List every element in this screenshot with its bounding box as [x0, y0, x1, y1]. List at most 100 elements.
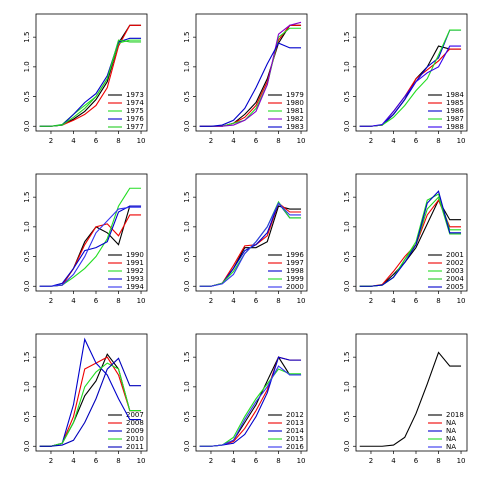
legend-label: 2015: [286, 435, 304, 443]
legend-label: 2010: [126, 435, 144, 443]
legend-label: 1983: [286, 123, 304, 131]
y-tick-label: 1.5: [343, 192, 351, 203]
legend-label: 2007: [126, 411, 144, 419]
plot-frame: [355, 13, 468, 132]
x-tick-label: 2: [209, 137, 213, 145]
x-tick-label: 10: [457, 137, 466, 145]
y-tick-label: 0.5: [343, 411, 351, 422]
legend-label: 1981: [286, 107, 304, 115]
legend-label: 2016: [286, 443, 304, 451]
y-tick-label: 1.0: [183, 61, 191, 72]
y-tick-label: 0.0: [23, 281, 31, 292]
x-tick-label: 6: [414, 297, 419, 305]
y-tick-label: 1.5: [183, 192, 191, 203]
series-line: [39, 206, 142, 287]
legend-label: 1984: [446, 91, 464, 99]
series-line: [39, 205, 142, 287]
legend-label: 2009: [126, 427, 144, 435]
x-tick-label: 4: [231, 457, 236, 465]
y-tick-label: 0.0: [343, 121, 351, 132]
x-tick-label: 2: [369, 137, 373, 145]
y-tick-label: 1.5: [183, 32, 191, 43]
y-tick-label: 0.0: [343, 441, 351, 452]
y-tick-label: 1.0: [23, 221, 31, 232]
plot-frame: [195, 173, 308, 292]
y-tick-label: 1.0: [343, 221, 351, 232]
legend-label: 1973: [126, 91, 144, 99]
plot-frame: [35, 13, 148, 132]
legend-label: NA: [446, 427, 456, 435]
legend-label: 2008: [126, 419, 144, 427]
legend-label: 1977: [126, 123, 144, 131]
legend-label: 2014: [286, 427, 304, 435]
legend-label: 1998: [286, 267, 304, 275]
x-tick-label: 10: [457, 457, 466, 465]
y-tick-label: 1.0: [343, 381, 351, 392]
series-line: [39, 362, 142, 447]
legend-label: 1996: [286, 251, 304, 259]
legend-label: 2000: [286, 283, 304, 291]
x-tick-label: 6: [94, 457, 99, 465]
x-tick-label: 4: [71, 457, 76, 465]
series-line: [39, 39, 142, 127]
y-tick-label: 0.0: [183, 121, 191, 132]
x-tick-label: 6: [254, 297, 259, 305]
x-tick-label: 8: [116, 457, 120, 465]
y-tick-label: 1.0: [23, 61, 31, 72]
x-tick-label: 4: [231, 297, 236, 305]
legend-label: 2011: [126, 443, 144, 451]
plot-frame: [355, 333, 468, 452]
series-line: [39, 357, 142, 447]
plot-frame: [195, 333, 308, 452]
legend-label: 1992: [126, 267, 144, 275]
y-tick-label: 0.0: [23, 441, 31, 452]
x-tick-label: 6: [254, 457, 259, 465]
series-line: [199, 202, 302, 287]
x-tick-label: 10: [297, 297, 306, 305]
legend-label: 2002: [446, 259, 464, 267]
y-tick-label: 0.5: [23, 411, 31, 422]
x-tick-label: 4: [391, 137, 396, 145]
x-tick-label: 8: [436, 457, 440, 465]
legend-label: 2013: [286, 419, 304, 427]
legend-label: 1991: [126, 259, 144, 267]
x-tick-label: 2: [209, 297, 213, 305]
series-line: [199, 21, 302, 127]
y-tick-label: 0.5: [23, 251, 31, 262]
x-tick-label: 6: [94, 137, 99, 145]
y-tick-label: 0.5: [183, 411, 191, 422]
plot-frame: [35, 173, 148, 292]
legend-label: 1988: [446, 123, 464, 131]
legend-label: 1999: [286, 275, 304, 283]
x-tick-label: 10: [137, 137, 146, 145]
y-tick-label: 0.0: [343, 281, 351, 292]
legend-label: NA: [446, 443, 456, 451]
y-tick-label: 1.0: [183, 221, 191, 232]
y-tick-label: 1.0: [23, 381, 31, 392]
y-tick-label: 0.0: [183, 441, 191, 452]
y-tick-label: 1.5: [23, 32, 31, 43]
legend-label: 2004: [446, 275, 464, 283]
x-tick-label: 10: [297, 137, 306, 145]
legend-label: 1985: [446, 99, 464, 107]
x-tick-label: 8: [276, 297, 280, 305]
x-tick-label: 8: [436, 137, 440, 145]
series-line: [359, 351, 462, 447]
x-tick-label: 8: [116, 297, 120, 305]
x-tick-label: 2: [209, 457, 213, 465]
series-line: [199, 42, 302, 127]
legend-label: 2018: [446, 411, 464, 419]
x-tick-label: 6: [414, 457, 419, 465]
y-tick-label: 0.5: [183, 91, 191, 102]
x-tick-label: 8: [276, 457, 280, 465]
legend-label: NA: [446, 435, 456, 443]
x-tick-label: 2: [369, 297, 373, 305]
legend-label: 1997: [286, 259, 304, 267]
y-tick-label: 1.0: [343, 61, 351, 72]
